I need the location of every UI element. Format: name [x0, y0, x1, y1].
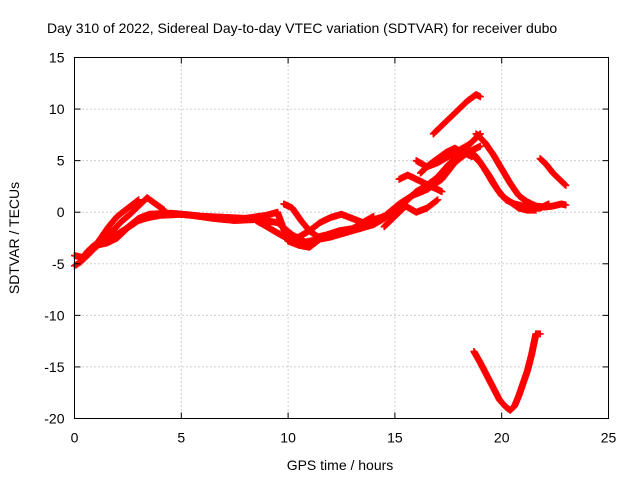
series-arc-upper	[429, 91, 484, 138]
y-tick-label: -5	[52, 256, 65, 272]
data-point	[160, 206, 168, 214]
y-tick-label: 10	[49, 101, 65, 117]
x-axis-label: GPS time / hours	[287, 457, 394, 473]
data-point	[476, 93, 484, 101]
x-tick-label: 0	[71, 430, 79, 446]
data-point	[536, 330, 544, 338]
y-tick-label: -10	[44, 307, 64, 323]
series-arc-rise-a	[79, 196, 143, 264]
x-tick-label: 5	[177, 430, 185, 446]
series-arc-fall-c	[468, 150, 553, 212]
axis-ticks	[74, 57, 609, 419]
data-series	[71, 91, 570, 414]
y-tick-label: -15	[44, 359, 64, 375]
series-arc-negative	[470, 330, 544, 414]
series-arc-rise-b	[92, 194, 168, 251]
data-point	[476, 142, 484, 150]
x-tick-label: 20	[494, 430, 510, 446]
y-axis-label: SDTVAR / TECUs	[6, 182, 22, 294]
series-arc-mid-a	[380, 196, 442, 231]
series-arc-late	[536, 155, 570, 189]
series-arc-mid-b	[395, 171, 446, 196]
data-point	[562, 181, 570, 189]
x-tick-label: 15	[387, 430, 403, 446]
data-point	[438, 188, 446, 196]
y-tick-label: 0	[57, 204, 65, 220]
data-point	[545, 200, 553, 208]
data-point	[562, 201, 570, 209]
chart-title: Day 310 of 2022, Sidereal Day-to-day VTE…	[47, 20, 557, 36]
y-tick-label: 5	[57, 153, 65, 169]
y-tick-label: 15	[49, 50, 65, 66]
data-point	[434, 196, 442, 204]
series-arc-dip-b	[280, 200, 395, 241]
x-tick-label: 10	[280, 430, 296, 446]
series-arc-mid-d	[412, 140, 474, 171]
tick-labels: 0 5 10 15 20 25 -20 -15 -10 -5 0 5 10 15	[44, 50, 616, 446]
x-tick-label: 25	[601, 430, 617, 446]
plot-frame	[74, 57, 609, 419]
y-tick-label: -20	[44, 411, 64, 427]
